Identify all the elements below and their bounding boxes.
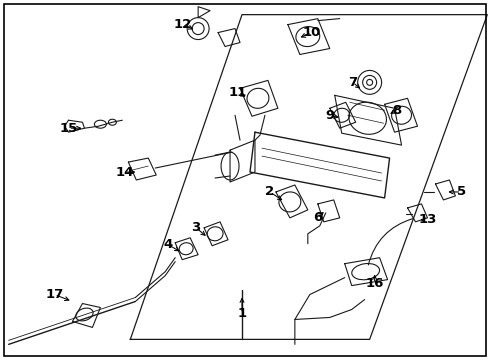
Text: 5: 5 (457, 185, 466, 198)
Text: 14: 14 (115, 166, 134, 179)
Text: 11: 11 (229, 86, 247, 99)
Text: 3: 3 (192, 221, 201, 234)
Text: 16: 16 (366, 277, 384, 290)
Text: 7: 7 (348, 76, 357, 89)
Text: 17: 17 (46, 288, 64, 301)
Text: 8: 8 (392, 104, 401, 117)
Text: 12: 12 (174, 18, 192, 31)
Text: 4: 4 (164, 238, 173, 251)
Text: 6: 6 (313, 211, 322, 224)
Text: 9: 9 (325, 109, 334, 122)
Text: 13: 13 (418, 213, 437, 226)
Text: 1: 1 (238, 307, 246, 320)
Text: 10: 10 (303, 26, 321, 39)
Text: 15: 15 (59, 122, 77, 135)
Text: 2: 2 (266, 185, 274, 198)
